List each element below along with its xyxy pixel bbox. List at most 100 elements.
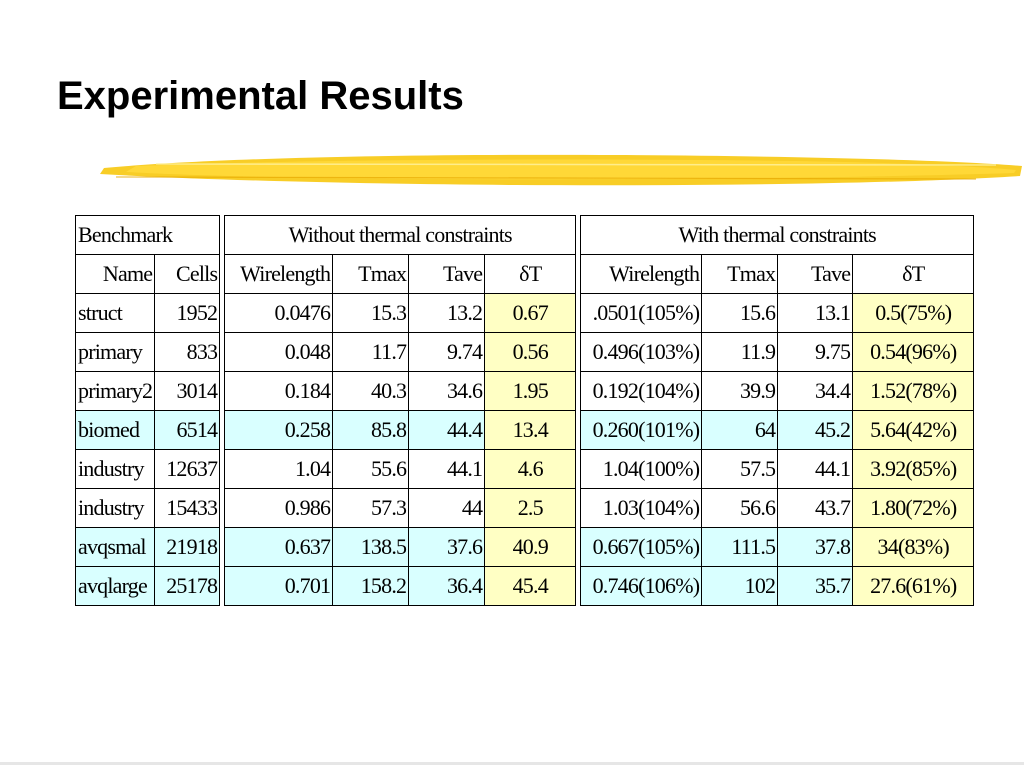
table-row: primary 833 0.048 11.7 9.74 0.56 0.496(1…: [74, 332, 975, 372]
tmax-cell: 11.7: [332, 332, 410, 372]
delta-t-cell: 45.4: [484, 566, 577, 606]
tmax-header: Tmax: [701, 254, 779, 294]
table-row: biomed 6514 0.258 85.8 44.4 13.4 0.260(1…: [74, 410, 975, 450]
delta-t-cell: 0.54(96%): [852, 332, 975, 372]
delta-t-cell: 3.92(85%): [852, 449, 975, 489]
with-constraints-header: With thermal constraints: [580, 215, 975, 255]
cells-cell: 3014: [154, 371, 221, 411]
tave-header: Tave: [777, 254, 854, 294]
cells-cell: 1952: [154, 293, 221, 333]
highlighter-stroke-decoration: [100, 154, 1022, 186]
name-header: Name: [74, 254, 156, 294]
tave-cell: 37.8: [777, 527, 854, 567]
tave-cell: 13.2: [408, 293, 486, 333]
footer-divider: [0, 762, 1024, 765]
delta-t-cell: 40.9: [484, 527, 577, 567]
tmax-cell: 64: [701, 410, 779, 450]
slide-title: Experimental Results: [57, 74, 464, 118]
delta-t-cell: 0.5(75%): [852, 293, 975, 333]
tmax-cell: 138.5: [332, 527, 410, 567]
tmax-cell: 158.2: [332, 566, 410, 606]
wirelength-cell: 0.0476: [224, 293, 334, 333]
delta-t-cell: 4.6: [484, 449, 577, 489]
benchmark-name-cell: avqsmal: [74, 527, 156, 567]
wirelength-cell: 1.03(104%): [580, 488, 703, 528]
tave-cell: 36.4: [408, 566, 486, 606]
delta-t-header: δT: [484, 254, 577, 294]
wirelength-cell: 0.637: [224, 527, 334, 567]
cells-cell: 25178: [154, 566, 221, 606]
without-constraints-header: Without thermal constraints: [224, 215, 577, 255]
delta-t-cell: 1.95: [484, 371, 577, 411]
benchmark-header: Benchmark: [74, 215, 221, 255]
tave-cell: 44: [408, 488, 486, 528]
tave-cell: 9.74: [408, 332, 486, 372]
cells-cell: 21918: [154, 527, 221, 567]
benchmark-name-cell: industry: [74, 488, 156, 528]
wirelength-cell: 0.184: [224, 371, 334, 411]
wirelength-cell: 1.04: [224, 449, 334, 489]
table-row: struct 1952 0.0476 15.3 13.2 0.67 .0501(…: [74, 293, 975, 333]
benchmark-name-cell: biomed: [74, 410, 156, 450]
cells-header: Cells: [154, 254, 221, 294]
wirelength-cell: 0.496(103%): [580, 332, 703, 372]
tmax-cell: 85.8: [332, 410, 410, 450]
tave-cell: 37.6: [408, 527, 486, 567]
delta-t-header: δT: [852, 254, 975, 294]
delta-t-cell: 5.64(42%): [852, 410, 975, 450]
tave-cell: 44.1: [777, 449, 854, 489]
benchmark-name-cell: industry: [74, 449, 156, 489]
tave-cell: 34.6: [408, 371, 486, 411]
delta-t-cell: 13.4: [484, 410, 577, 450]
delta-t-cell: 1.80(72%): [852, 488, 975, 528]
wirelength-cell: 0.258: [224, 410, 334, 450]
tave-cell: 44.1: [408, 449, 486, 489]
cells-cell: 6514: [154, 410, 221, 450]
tmax-cell: 57.3: [332, 488, 410, 528]
table-row: industry 12637 1.04 55.6 44.1 4.6 1.04(1…: [74, 449, 975, 489]
cells-cell: 12637: [154, 449, 221, 489]
tmax-cell: 11.9: [701, 332, 779, 372]
tave-cell: 44.4: [408, 410, 486, 450]
table-row: avqlarge 25178 0.701 158.2 36.4 45.4 0.7…: [74, 566, 975, 606]
tmax-cell: 39.9: [701, 371, 779, 411]
sub-header-row: Name Cells Wirelength Tmax Tave δT Wirel…: [74, 254, 975, 294]
delta-t-cell: 1.52(78%): [852, 371, 975, 411]
wirelength-header: Wirelength: [580, 254, 703, 294]
wirelength-cell: 0.192(104%): [580, 371, 703, 411]
tave-cell: 9.75: [777, 332, 854, 372]
tmax-cell: 57.5: [701, 449, 779, 489]
tave-header: Tave: [408, 254, 486, 294]
tmax-header: Tmax: [332, 254, 410, 294]
benchmark-name-cell: struct: [74, 293, 156, 333]
wirelength-cell: 0.048: [224, 332, 334, 372]
tave-cell: 43.7: [777, 488, 854, 528]
delta-t-cell: 2.5: [484, 488, 577, 528]
wirelength-cell: 0.701: [224, 566, 334, 606]
benchmark-name-cell: primary2: [74, 371, 156, 411]
wirelength-cell: 0.746(106%): [580, 566, 703, 606]
wirelength-cell: 1.04(100%): [580, 449, 703, 489]
tmax-cell: 40.3: [332, 371, 410, 411]
tave-cell: 34.4: [777, 371, 854, 411]
results-table: Benchmark Without thermal constraints Wi…: [74, 215, 975, 606]
group-header-row: Benchmark Without thermal constraints Wi…: [74, 215, 975, 255]
tmax-cell: 111.5: [701, 527, 779, 567]
tmax-cell: 56.6: [701, 488, 779, 528]
benchmark-name-cell: avqlarge: [74, 566, 156, 606]
delta-t-cell: 0.67: [484, 293, 577, 333]
delta-t-cell: 0.56: [484, 332, 577, 372]
benchmark-name-cell: primary: [74, 332, 156, 372]
wirelength-cell: 0.667(105%): [580, 527, 703, 567]
wirelength-header: Wirelength: [224, 254, 334, 294]
tmax-cell: 15.3: [332, 293, 410, 333]
wirelength-cell: .0501(105%): [580, 293, 703, 333]
table-row: primary2 3014 0.184 40.3 34.6 1.95 0.192…: [74, 371, 975, 411]
tave-cell: 45.2: [777, 410, 854, 450]
cells-cell: 833: [154, 332, 221, 372]
tmax-cell: 15.6: [701, 293, 779, 333]
tave-cell: 13.1: [777, 293, 854, 333]
cells-cell: 15433: [154, 488, 221, 528]
wirelength-cell: 0.260(101%): [580, 410, 703, 450]
tmax-cell: 102: [701, 566, 779, 606]
